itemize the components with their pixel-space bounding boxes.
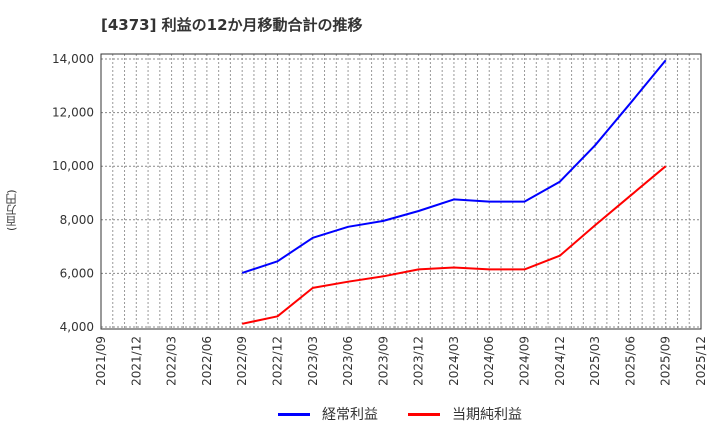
x-tick-label: 2025/12: [694, 336, 708, 386]
series-lines: [241, 59, 667, 325]
x-tick-label: 2023/09: [376, 336, 390, 386]
chart-title: [4373] 利益の12か月移動合計の推移: [101, 16, 363, 34]
red-line-swatch-icon: [408, 412, 440, 416]
legend: 経常利益 当期純利益: [278, 404, 552, 424]
plot-area-border: [100, 53, 702, 330]
legend-item-ordinary-profit: 経常利益: [278, 404, 378, 424]
x-tick-label: 2023/03: [306, 336, 320, 386]
legend-label: 経常利益: [322, 407, 378, 423]
x-tick-label: 2021/12: [129, 336, 143, 386]
y-tick-label: 14,000: [52, 52, 94, 66]
y-tick-label: 12,000: [52, 106, 94, 120]
legend-label: 当期純利益: [452, 407, 522, 423]
x-tick-label: 2024/12: [553, 336, 567, 386]
x-tick-label: 2022/06: [200, 336, 214, 386]
x-tick-label: 2025/09: [659, 336, 673, 386]
x-tick-label: 2024/03: [447, 336, 461, 386]
series-line: [241, 165, 667, 325]
gridlines: [101, 54, 701, 329]
x-tick-label: 2024/09: [518, 336, 532, 386]
y-axis-ticks: 4,000 6,000 8,000 10,000 12,000 14,000: [52, 52, 94, 334]
x-tick-label: 2025/06: [623, 336, 637, 386]
x-tick-label: 2021/09: [94, 336, 108, 386]
x-tick-label: 2023/12: [412, 336, 426, 386]
x-tick-label: 2024/06: [482, 336, 496, 386]
y-tick-label: 8,000: [60, 213, 94, 227]
y-tick-label: 4,000: [60, 320, 94, 334]
x-tick-label: 2025/03: [588, 336, 602, 386]
x-tick-label: 2022/12: [270, 336, 284, 386]
x-tick-label: 2022/03: [165, 336, 179, 386]
y-tick-label: 6,000: [60, 266, 94, 280]
x-axis-ticks: 2021/09 2021/12 2022/03 2022/06 2022/09 2022/…: [94, 336, 708, 386]
x-tick-label: 2022/09: [235, 336, 249, 386]
x-tick-label: 2023/06: [341, 336, 355, 386]
blue-line-swatch-icon: [278, 412, 310, 416]
y-tick-label: 10,000: [52, 159, 94, 173]
legend-item-net-profit: 当期純利益: [408, 404, 522, 424]
series-line: [241, 59, 667, 274]
